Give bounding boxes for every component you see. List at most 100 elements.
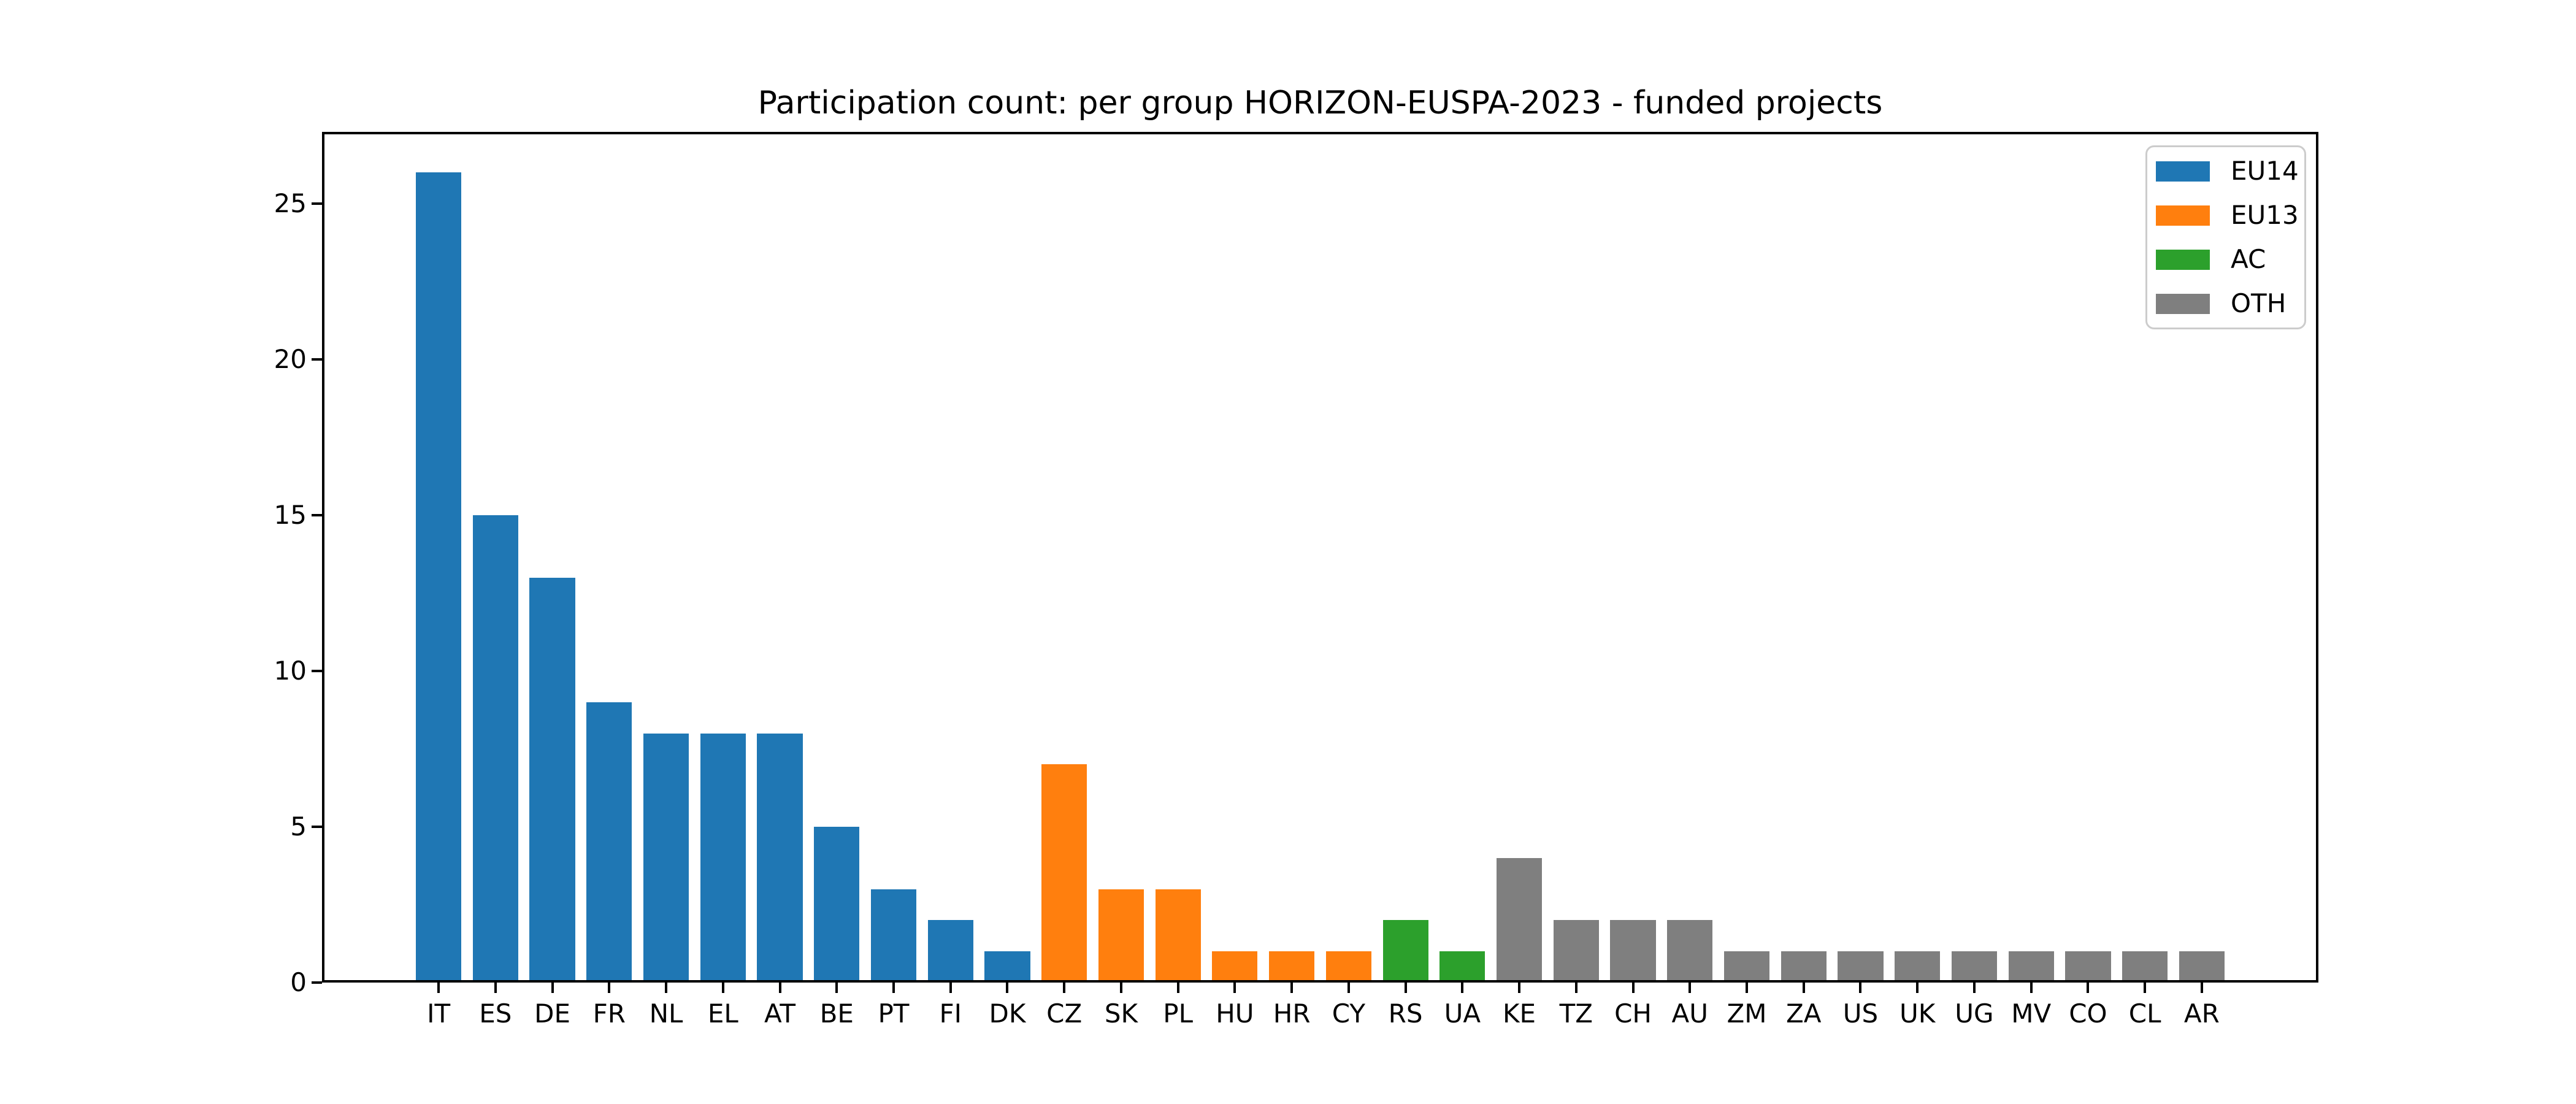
x-tick-label: BE: [819, 999, 854, 1029]
x-tick-label: UG: [1955, 999, 1994, 1029]
bar-pt: [870, 889, 917, 983]
x-axis-tick: [1859, 983, 1862, 993]
bar-uk: [1895, 951, 1941, 983]
y-axis-tick: [312, 202, 322, 205]
bar-us: [1838, 951, 1884, 983]
x-axis-tick: [892, 983, 895, 993]
x-tick-label: ZM: [1727, 999, 1767, 1029]
x-tick-label: IT: [427, 999, 451, 1029]
x-tick-label: AT: [764, 999, 796, 1029]
x-axis-tick: [1119, 983, 1122, 993]
x-tick-label: NL: [649, 999, 683, 1029]
x-tick-label: ZA: [1785, 999, 1822, 1029]
x-axis-tick: [1631, 983, 1635, 993]
x-tick-label: CH: [1614, 999, 1652, 1029]
x-axis-tick: [1290, 983, 1294, 993]
bar-pl: [1155, 889, 1201, 983]
legend: EU14 EU13 AC OTH: [2145, 145, 2306, 329]
legend-item-eu14: EU14: [2156, 158, 2299, 184]
x-axis-tick: [494, 983, 497, 993]
legend-item-oth: OTH: [2156, 291, 2296, 316]
bar-it: [416, 172, 462, 983]
x-axis-tick: [2144, 983, 2147, 993]
x-tick-label: FR: [592, 999, 626, 1029]
bar-za: [1781, 951, 1827, 983]
chart-title: Participation count: per group HORIZON-E…: [757, 85, 1883, 121]
bar-es: [472, 515, 518, 983]
bar-ar: [2179, 951, 2225, 983]
x-axis-tick: [2200, 983, 2203, 993]
x-tick-label: ES: [479, 999, 512, 1029]
x-tick-label: UK: [1899, 999, 1936, 1029]
x-tick-label: HU: [1216, 999, 1254, 1029]
bar-hr: [1269, 951, 1315, 983]
x-tick-label: US: [1842, 999, 1879, 1029]
x-tick-label: FI: [939, 999, 962, 1029]
legend-swatch-ac: [2156, 249, 2210, 270]
x-tick-label: RS: [1388, 999, 1423, 1029]
x-axis-tick: [665, 983, 668, 993]
bar-co: [2065, 951, 2111, 983]
y-axis-tick: [312, 358, 322, 361]
x-axis-tick: [2030, 983, 2033, 993]
x-axis-tick: [1006, 983, 1009, 993]
x-tick-label: HR: [1273, 999, 1311, 1029]
x-tick-label: AR: [2183, 999, 2220, 1029]
y-tick-label: 20: [274, 343, 307, 374]
y-axis-tick: [312, 669, 322, 672]
y-tick-label: 10: [274, 655, 307, 686]
x-tick-label: CY: [1332, 999, 1365, 1029]
x-axis-tick: [1063, 983, 1066, 993]
y-axis-tick: [312, 981, 322, 984]
bar-cz: [1041, 764, 1087, 983]
x-axis-tick: [1461, 983, 1464, 993]
x-tick-label: PL: [1163, 999, 1194, 1029]
x-axis-tick: [1746, 983, 1748, 993]
x-tick-label: AU: [1671, 999, 1708, 1029]
bar-ug: [1951, 951, 1998, 983]
x-axis-tick: [949, 983, 952, 993]
legend-label: OTH: [2231, 288, 2287, 318]
legend-swatch-oth: [2156, 293, 2210, 314]
bar-cl: [2122, 951, 2168, 983]
x-tick-label: CL: [2128, 999, 2161, 1029]
plot-area: [322, 132, 2318, 983]
x-axis-tick: [1916, 983, 1919, 993]
x-axis-tick: [1233, 983, 1236, 993]
x-axis-tick: [1802, 983, 1805, 993]
legend-swatch-eu14: [2156, 161, 2210, 182]
bar-be: [814, 826, 860, 983]
bar-ch: [1610, 920, 1656, 983]
x-axis-tick: [778, 983, 781, 993]
x-axis-tick: [1404, 983, 1407, 993]
bar-mv: [2008, 951, 2054, 983]
x-tick-label: PT: [878, 999, 910, 1029]
y-tick-label: 5: [290, 811, 307, 841]
bar-ua: [1439, 951, 1485, 983]
x-axis-tick: [2087, 983, 2090, 993]
x-axis-tick: [1972, 983, 1976, 993]
x-tick-label: DK: [989, 999, 1026, 1029]
legend-swatch-eu13: [2156, 205, 2210, 226]
bar-cy: [1325, 951, 1371, 983]
x-tick-label: TZ: [1559, 999, 1593, 1029]
y-tick-label: 0: [290, 967, 307, 997]
bar-tz: [1553, 920, 1599, 983]
x-tick-label: SK: [1104, 999, 1138, 1029]
legend-label: EU13: [2231, 200, 2299, 230]
x-axis-tick: [551, 983, 554, 993]
x-tick-label: CZ: [1046, 999, 1083, 1029]
x-axis-tick: [1574, 983, 1577, 993]
x-axis-tick: [1176, 983, 1179, 993]
x-tick-label: DE: [534, 999, 570, 1029]
x-axis-tick: [1518, 983, 1521, 993]
y-tick-label: 15: [274, 499, 307, 530]
x-axis-tick: [1689, 983, 1692, 993]
legend-item-eu13: EU13: [2156, 200, 2299, 230]
y-tick-label: 25: [274, 188, 307, 218]
bar-zm: [1723, 951, 1770, 983]
bar-hu: [1212, 951, 1258, 983]
bar-fi: [927, 920, 973, 983]
x-tick-label: UA: [1444, 999, 1481, 1029]
